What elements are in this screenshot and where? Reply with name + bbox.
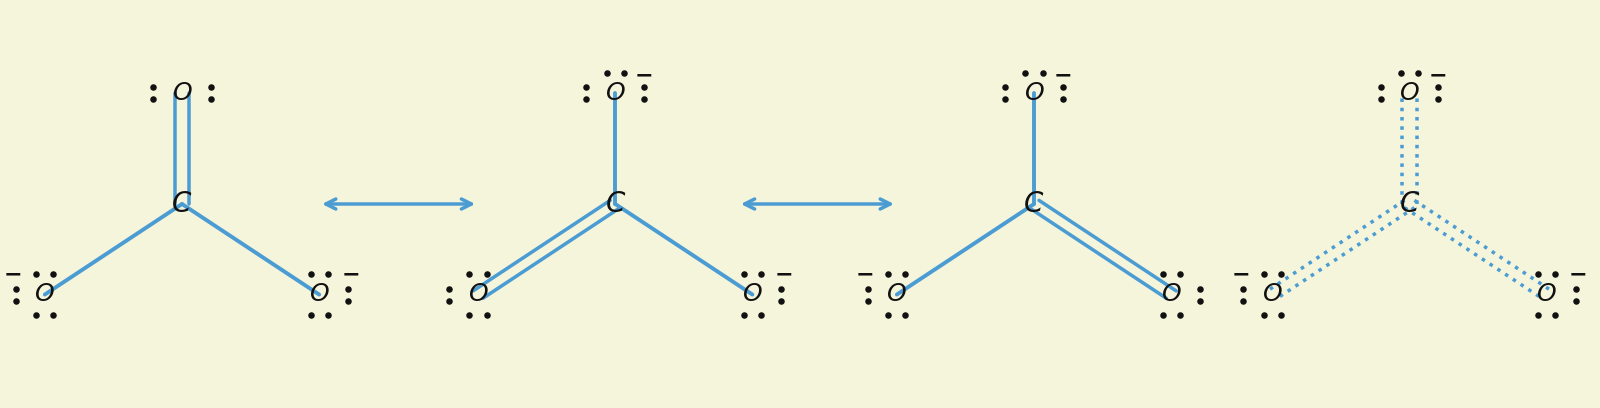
Point [731, 271, 757, 278]
Point [336, 297, 362, 304]
Text: −: − [1232, 264, 1250, 284]
Text: $O$: $O$ [605, 82, 626, 105]
Point [573, 84, 598, 91]
Text: −: − [856, 264, 874, 284]
Text: $O$: $O$ [1162, 283, 1181, 306]
Text: $O$: $O$ [309, 283, 330, 306]
Point [298, 271, 323, 278]
Point [992, 84, 1018, 91]
Point [24, 311, 50, 318]
Point [1368, 84, 1394, 91]
FancyArrowPatch shape [744, 199, 890, 209]
Point [315, 311, 341, 318]
Point [1230, 285, 1256, 292]
Point [1542, 311, 1568, 318]
Point [1150, 271, 1176, 278]
Point [141, 84, 166, 91]
Point [1426, 96, 1451, 103]
Point [474, 271, 499, 278]
Point [1050, 84, 1075, 91]
Point [456, 271, 482, 278]
Point [1030, 70, 1056, 76]
Point [992, 96, 1018, 103]
Text: $O$: $O$ [886, 283, 907, 306]
Point [893, 311, 918, 318]
Point [1166, 311, 1192, 318]
FancyArrowPatch shape [326, 199, 472, 209]
Point [24, 271, 50, 278]
Text: $O$: $O$ [35, 283, 54, 306]
Point [749, 311, 774, 318]
Text: $O$: $O$ [742, 283, 763, 306]
Point [731, 311, 757, 318]
Point [1187, 297, 1213, 304]
Point [315, 271, 341, 278]
Text: $C$: $C$ [1024, 191, 1045, 217]
Point [141, 96, 166, 103]
Point [632, 96, 658, 103]
Point [198, 96, 224, 103]
Point [1269, 311, 1294, 318]
Text: −: − [342, 264, 360, 284]
Point [632, 84, 658, 91]
Point [198, 84, 224, 91]
Text: $C$: $C$ [605, 191, 626, 217]
Point [1426, 84, 1451, 91]
Point [474, 311, 499, 318]
Point [1542, 271, 1568, 278]
Text: $O$: $O$ [171, 82, 192, 105]
Text: −: − [635, 65, 653, 85]
Point [594, 70, 619, 76]
Text: $C$: $C$ [171, 191, 192, 217]
Point [336, 285, 362, 292]
Text: −: − [3, 264, 22, 284]
Point [1525, 311, 1550, 318]
Text: $C$: $C$ [1398, 191, 1421, 217]
Text: $O$: $O$ [1536, 283, 1557, 306]
Point [573, 96, 598, 103]
Point [437, 297, 462, 304]
Point [1251, 311, 1277, 318]
Point [1230, 297, 1256, 304]
Text: $O$: $O$ [467, 283, 488, 306]
Point [1525, 271, 1550, 278]
Text: −: − [1053, 65, 1072, 85]
Point [768, 297, 794, 304]
Point [1187, 285, 1213, 292]
Point [1166, 271, 1192, 278]
Point [893, 271, 918, 278]
Point [1389, 70, 1414, 76]
Point [1013, 70, 1038, 76]
Point [456, 311, 482, 318]
Point [437, 285, 462, 292]
Point [1251, 271, 1277, 278]
Point [768, 285, 794, 292]
Point [3, 285, 29, 292]
Point [40, 311, 66, 318]
Point [1405, 70, 1430, 76]
Text: −: − [774, 264, 794, 284]
Point [854, 297, 880, 304]
Point [1150, 311, 1176, 318]
Point [611, 70, 637, 76]
Point [854, 285, 880, 292]
Point [875, 311, 901, 318]
Point [1050, 96, 1075, 103]
Text: −: − [1570, 264, 1587, 284]
Point [3, 297, 29, 304]
Text: $O$: $O$ [1262, 283, 1283, 306]
Point [749, 271, 774, 278]
Text: $O$: $O$ [1398, 82, 1419, 105]
Point [298, 311, 323, 318]
Point [875, 271, 901, 278]
Point [1563, 285, 1589, 292]
Point [1269, 271, 1294, 278]
Text: $O$: $O$ [1024, 82, 1045, 105]
Point [40, 271, 66, 278]
Point [1563, 297, 1589, 304]
Text: −: − [1429, 65, 1448, 85]
Point [1368, 96, 1394, 103]
